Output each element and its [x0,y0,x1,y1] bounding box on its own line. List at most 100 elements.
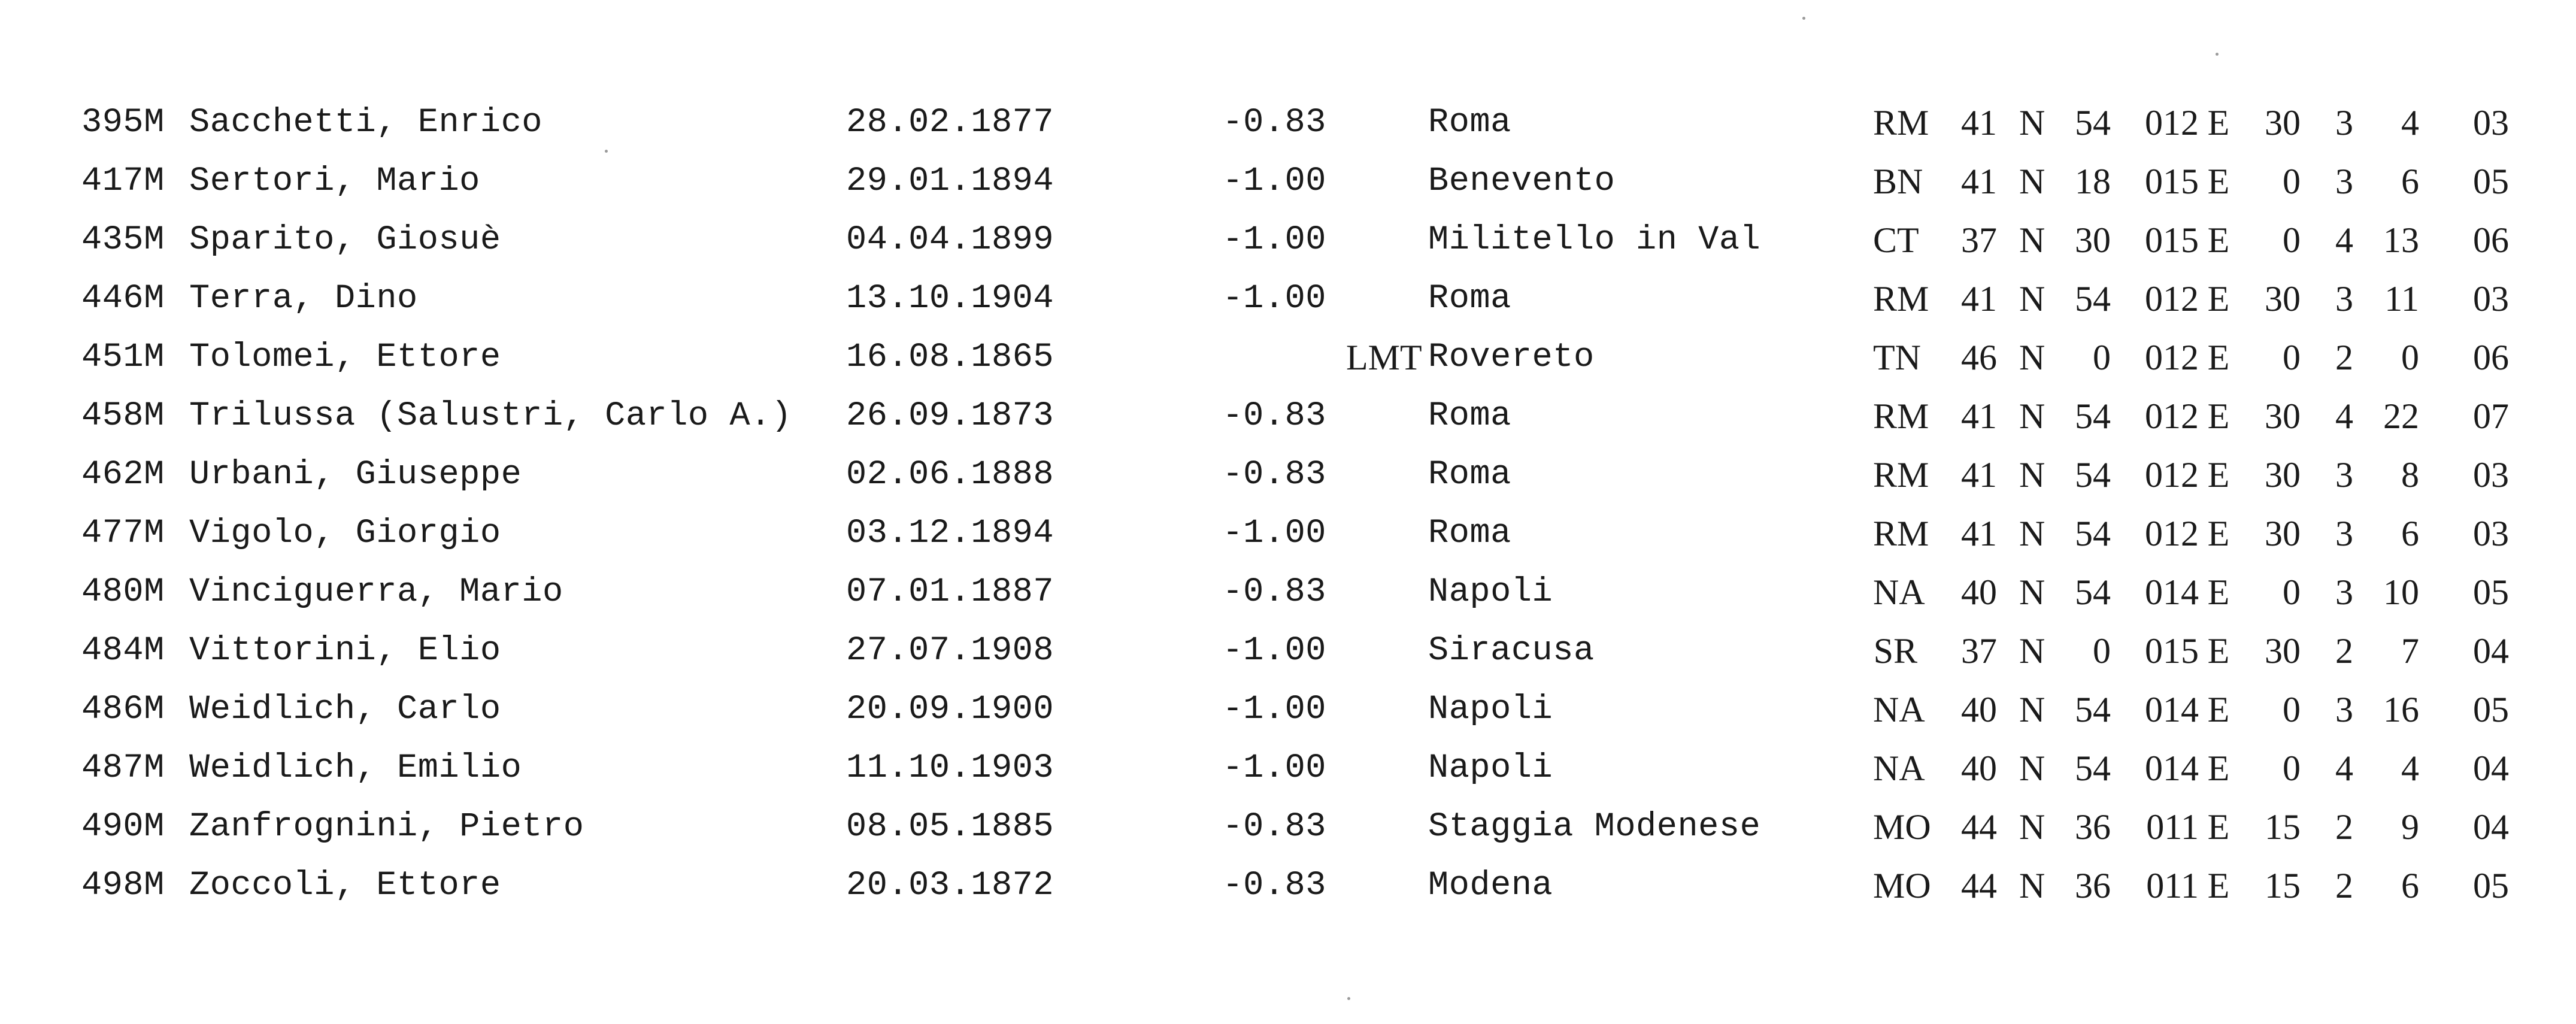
latitude-hemisphere: N [2019,103,2045,143]
birth-place: Modena [1428,867,1553,905]
latitude-degrees: 37 [1961,220,1997,260]
latitude-minutes: 0 [2093,338,2111,377]
time-zone-offset: -0.83 [1222,867,1326,905]
code-column-1: 3 [2335,514,2353,553]
birth-place: Roma [1428,456,1511,494]
latitude-hemisphere: N [2019,455,2045,495]
birth-date: 13.10.1904 [846,280,1054,318]
code-column-1: 3 [2335,455,2353,495]
latitude-degrees: 41 [1961,396,1997,436]
latitude-hemisphere: N [2019,338,2045,377]
longitude-degrees: 015 [2145,162,2199,201]
code-column-3: 07 [2473,396,2509,436]
code-column-2: 4 [2401,103,2419,143]
province-code: RM [1873,279,1929,319]
time-zone-offset: -0.83 [1222,104,1326,142]
latitude-degrees: 41 [1961,455,1997,495]
time-zone-offset: -1.00 [1222,221,1326,259]
longitude-degrees: 011 [2146,807,2199,847]
longitude-minutes: 0 [2283,690,2301,729]
birth-place: Roma [1428,280,1511,318]
latitude-minutes: 54 [2075,572,2111,612]
longitude-hemisphere: E [2207,514,2230,553]
longitude-degrees: 014 [2145,572,2199,612]
latitude-degrees: 40 [1961,572,1997,612]
province-code: MO [1873,807,1931,847]
province-code: NA [1873,690,1925,729]
province-code: BN [1873,162,1923,201]
longitude-hemisphere: E [2207,572,2230,612]
code-column-1: 2 [2335,807,2353,847]
code-column-1: 2 [2335,631,2353,671]
scan-speck [605,150,608,153]
longitude-minutes: 30 [2265,279,2301,319]
longitude-hemisphere: E [2207,807,2230,847]
time-zone-offset: -0.83 [1222,397,1326,435]
code-column-2: 6 [2401,514,2419,553]
latitude-degrees: 44 [1961,807,1997,847]
code-column-1: 3 [2335,690,2353,729]
longitude-hemisphere: E [2207,631,2230,671]
latitude-hemisphere: N [2019,279,2045,319]
longitude-hemisphere: E [2207,690,2230,729]
longitude-degrees: 012 [2145,455,2199,495]
code-column-1: 4 [2335,220,2353,260]
latitude-hemisphere: N [2019,162,2045,201]
time-zone-label: LMT [1346,338,1422,377]
table-row: 498M Zoccoli, Ettore 20.03.1872 -0.83 Mo… [0,865,2576,919]
birth-date: 28.02.1877 [846,104,1054,142]
birth-date: 07.01.1887 [846,573,1054,611]
code-column-1: 4 [2335,749,2353,788]
longitude-degrees: 012 [2145,396,2199,436]
longitude-minutes: 0 [2283,162,2301,201]
person-name: Trilussa (Salustri, Carlo A.) [189,397,792,435]
code-column-2: 22 [2383,396,2419,436]
birth-place: Napoli [1428,690,1553,729]
table-row: 462M Urbani, Giuseppe 02.06.1888 -0.83 R… [0,454,2576,508]
scan-speck [1347,997,1350,1000]
latitude-hemisphere: N [2019,220,2045,260]
record-id: 395M [81,104,165,142]
person-name: Weidlich, Carlo [189,690,501,729]
province-code: NA [1873,572,1925,612]
latitude-degrees: 41 [1961,279,1997,319]
longitude-minutes: 30 [2265,631,2301,671]
table-row: 490M Zanfrognini, Pietro 08.05.1885 -0.8… [0,806,2576,860]
longitude-degrees: 012 [2145,279,2199,319]
birth-date: 08.05.1885 [846,808,1054,846]
person-name: Vigolo, Giorgio [189,514,501,553]
person-name: Zoccoli, Ettore [189,867,501,905]
latitude-degrees: 40 [1961,690,1997,729]
record-id: 446M [81,280,165,318]
longitude-minutes: 0 [2283,338,2301,377]
time-zone-offset: -1.00 [1222,162,1326,201]
latitude-hemisphere: N [2019,631,2045,671]
birth-date: 04.04.1899 [846,221,1054,259]
birth-date: 16.08.1865 [846,338,1054,377]
table-row: 480M Vinciguerra, Mario 07.01.1887 -0.83… [0,571,2576,625]
time-zone-offset: -0.83 [1222,456,1326,494]
code-column-2: 16 [2383,690,2419,729]
longitude-hemisphere: E [2207,749,2230,788]
province-code: RM [1873,514,1929,553]
code-column-1: 3 [2335,162,2353,201]
province-code: TN [1873,338,1921,377]
latitude-minutes: 18 [2075,162,2111,201]
birth-place: Napoli [1428,749,1553,787]
latitude-minutes: 54 [2075,396,2111,436]
province-code: MO [1873,866,1931,905]
time-zone-offset: -1.00 [1222,749,1326,787]
code-column-2: 10 [2383,572,2419,612]
latitude-degrees: 41 [1961,514,1997,553]
record-id: 435M [81,221,165,259]
person-name: Vittorini, Elio [189,632,501,670]
birth-date: 03.12.1894 [846,514,1054,553]
latitude-minutes: 0 [2093,631,2111,671]
person-name: Terra, Dino [189,280,418,318]
birth-place: Benevento [1428,162,1616,201]
table-row: 477M Vigolo, Giorgio 03.12.1894 -1.00 Ro… [0,513,2576,566]
longitude-hemisphere: E [2207,220,2230,260]
code-column-3: 03 [2473,514,2509,553]
time-zone-offset: -1.00 [1222,514,1326,553]
